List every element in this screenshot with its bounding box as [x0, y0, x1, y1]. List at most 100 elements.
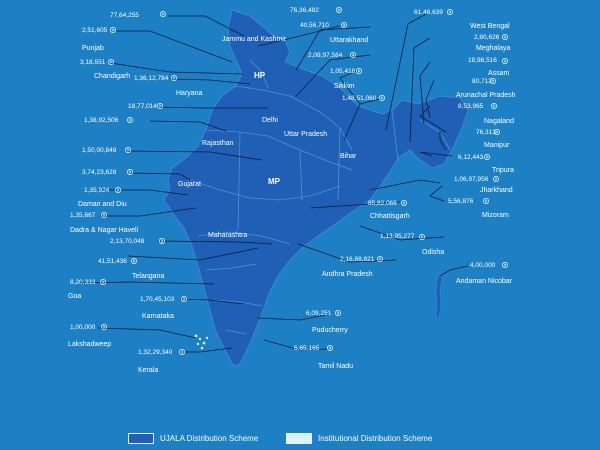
label-uttarakhand: Uttarakhand [330, 37, 368, 44]
label-arunachal: Arunachal Pradesh [456, 92, 516, 99]
chevron-icon [502, 58, 508, 64]
label-goa: Goa [68, 293, 81, 300]
legend-item-ujala: UJALA Distribution Scheme [128, 432, 258, 444]
label-telangana: Telangana [132, 273, 164, 280]
chevron-icon [377, 256, 383, 262]
value-gujarat: 3,74,23,628 [82, 169, 117, 176]
chevron-icon [127, 169, 133, 175]
label-bihar: Bihar [340, 153, 357, 160]
value-meghalaya: 2,80,626 [474, 34, 500, 41]
state-borders [189, 59, 451, 335]
legend-label-institutional: Institutional Distribution Scheme [318, 433, 433, 443]
value-daman-diu: 1,35,924 [84, 187, 110, 194]
label-haryana: Haryana [176, 90, 203, 97]
value-himachal: 76,36,482 [290, 7, 319, 14]
value-chandigarh: 3,18,551 [80, 59, 106, 66]
label-odisha: Odisha [422, 249, 444, 256]
label-mp: MP [268, 177, 281, 186]
value-tamil-nadu: 6,65,165 [294, 345, 320, 352]
chevron-icon [419, 234, 425, 240]
value-mp: 1,50,00,849 [82, 147, 117, 154]
chevron-icon [493, 176, 499, 182]
value-west-bengal: 61,46,639 [414, 9, 443, 16]
label-assam: Assam [488, 70, 510, 77]
legend-swatch-ujala [128, 432, 154, 444]
value-andaman: 4,00,000 [470, 262, 496, 269]
chevron-icon [159, 238, 165, 244]
chevron-icon [502, 34, 508, 40]
chevron-icon [401, 200, 407, 206]
label-rajasthan: Rajasthan [202, 140, 234, 147]
chevron-icon [108, 59, 114, 65]
label-nagaland: Nagaland [484, 118, 514, 125]
label-kerala: Kerala [138, 367, 158, 374]
value-puducherry: 6,09,251 [306, 310, 332, 317]
chevron-icon [335, 310, 341, 316]
chevron-icon [125, 147, 131, 153]
value-andhra: 2,16,88,821 [340, 256, 375, 263]
chevron-icon [379, 95, 385, 101]
label-jharkhand: Jharkhand [480, 187, 513, 194]
value-mizoram: 5,56,876 [448, 198, 474, 205]
chevron-icon [181, 296, 187, 302]
chevron-icon [179, 349, 185, 355]
label-daman-diu: Daman and Diu [78, 201, 127, 208]
chevron-icon [350, 52, 356, 58]
value-arunachal: 80,712 [472, 78, 492, 85]
label-chandigarh: Chandigarh [94, 73, 130, 80]
value-manipur: 76,313 [476, 129, 496, 136]
leader-lines [79, 13, 469, 353]
chevron-icon [494, 129, 500, 135]
label-tripura: Tripura [492, 167, 514, 174]
chevron-icon [490, 78, 496, 84]
value-rajasthan: 1,38,92,506 [84, 117, 119, 124]
label-punjab: Punjab [82, 45, 104, 52]
value-delhi: 18,77,014 [128, 103, 157, 110]
chevron-icon [502, 262, 508, 268]
label-puducherry: Puducherry [312, 327, 348, 334]
label-uttar-pradesh: Uttar Pradesh [284, 131, 327, 138]
label-manipur: Manipur [484, 142, 510, 149]
value-dadra: 1,35,667 [70, 212, 96, 219]
label-karnataka: Karnataka [142, 313, 174, 320]
label-hp: HP [254, 71, 266, 80]
chevron-icons [100, 7, 508, 355]
chevron-icon [115, 187, 121, 193]
chevron-icon [100, 279, 106, 285]
chevron-icon [484, 154, 490, 160]
label-gujarat: Gujarat [178, 181, 201, 188]
label-dadra: Dadra & Nagar Haveli [70, 227, 139, 234]
andaman-islands [435, 273, 443, 319]
value-nagaland: 8,53,965 [458, 103, 484, 110]
chevron-icon [336, 7, 342, 13]
label-andhra: Andhra Pradesh [322, 271, 373, 278]
legend: UJALA Distribution Scheme Institutional … [0, 430, 600, 446]
chevron-icon [157, 103, 163, 109]
label-meghalaya: Meghalaya [476, 45, 510, 52]
chevron-icon [341, 22, 347, 28]
value-bihar: 1,48,51,060 [342, 95, 377, 102]
label-sikkim: Sikkim [334, 83, 355, 90]
label-mizoram: Mizoram [482, 212, 509, 219]
label-delhi: Delhi [262, 117, 278, 124]
chevron-icon [110, 27, 116, 33]
value-maharashtra: 2,13,70,048 [110, 238, 145, 245]
label-tamil-nadu: Tamil Nadu [318, 363, 353, 370]
value-uttar-pradesh: 2,09,97,584 [308, 52, 343, 59]
chevron-icon [447, 9, 453, 15]
value-telangana: 41,51,436 [98, 258, 127, 265]
value-jammu-kashmir: 77,64,255 [110, 12, 139, 19]
label-andaman: Andaman Nicobar [456, 278, 513, 285]
chevron-icon [131, 258, 137, 264]
value-kerala: 1,32,29,340 [138, 349, 173, 356]
chevron-icon [327, 345, 333, 351]
state-labels: 77,64,255 Jammu and Kashmir 2,51,605 Pun… [68, 7, 516, 374]
chevron-icon [171, 75, 177, 81]
value-lakshadweep: 1,00,000 [70, 324, 96, 331]
value-odisha: 1,13,95,277 [380, 233, 415, 240]
chevron-icon [127, 117, 133, 123]
label-west-bengal: West Bengal [470, 23, 510, 30]
value-tripura: 6,12,443 [458, 154, 484, 161]
label-lakshadweep: Lakshadweep [68, 341, 111, 348]
value-jharkhand: 1,06,97,956 [454, 176, 489, 183]
